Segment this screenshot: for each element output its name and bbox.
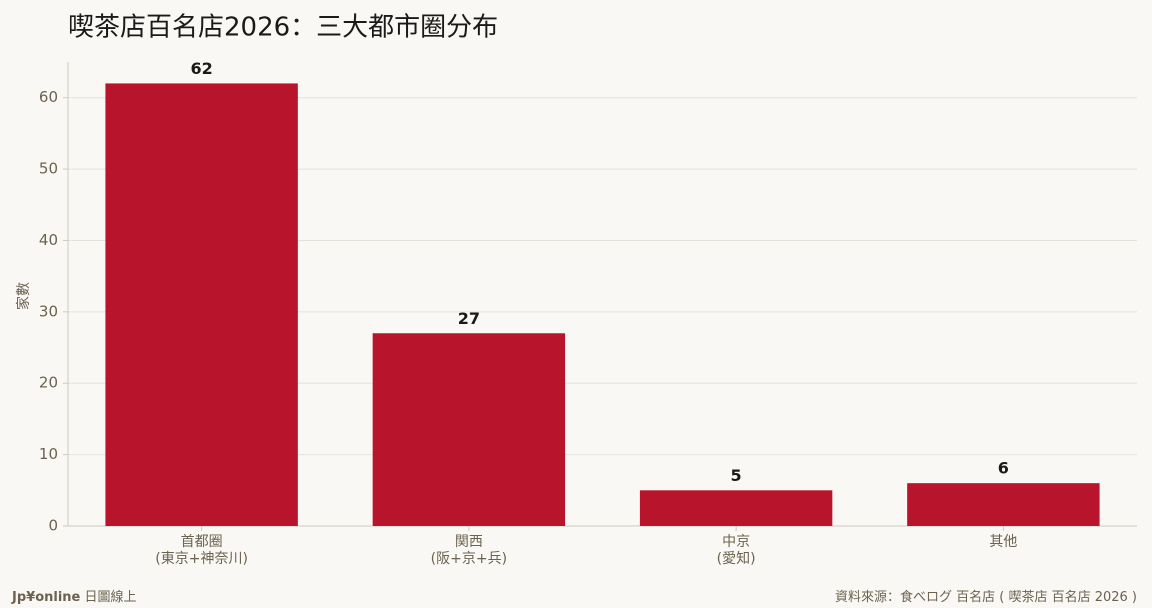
x-tick-label: 関西 (阪+京+兵) [430,534,508,567]
value-label: 5 [731,466,742,485]
y-axis-label: 家數 [15,282,32,310]
y-tick-label: 0 [48,517,58,535]
x-tick-label: 首都圈 (東京+神奈川) [155,534,248,567]
bar [907,483,1100,526]
y-tick-label: 40 [39,231,58,249]
y-tick-label: 20 [39,374,58,392]
x-tick-label: 中京 (愛知) [716,534,756,567]
source: 資料來源：食べログ 百名店 ( 喫茶店 百名店 2026 ) [834,590,1137,605]
bar [372,333,566,526]
value-label: 27 [458,309,480,328]
chart-title: 喫茶店百名店2026：三大都市圈分布 [68,13,498,43]
y-tick-label: 30 [39,302,58,320]
brand: Jp¥online [12,590,81,605]
brand-block: Jp¥online 日圖線上 [12,586,137,605]
value-label: 62 [190,59,212,78]
bar [105,83,298,527]
y-tick-label: 60 [39,88,58,106]
y-tick-label: 50 [39,160,58,178]
x-tick-label: 其他 [989,534,1018,550]
y-tick-label: 10 [39,445,58,463]
bar [639,490,833,526]
value-label: 6 [998,459,1009,478]
brand-sub: 日圖線上 [84,590,137,605]
